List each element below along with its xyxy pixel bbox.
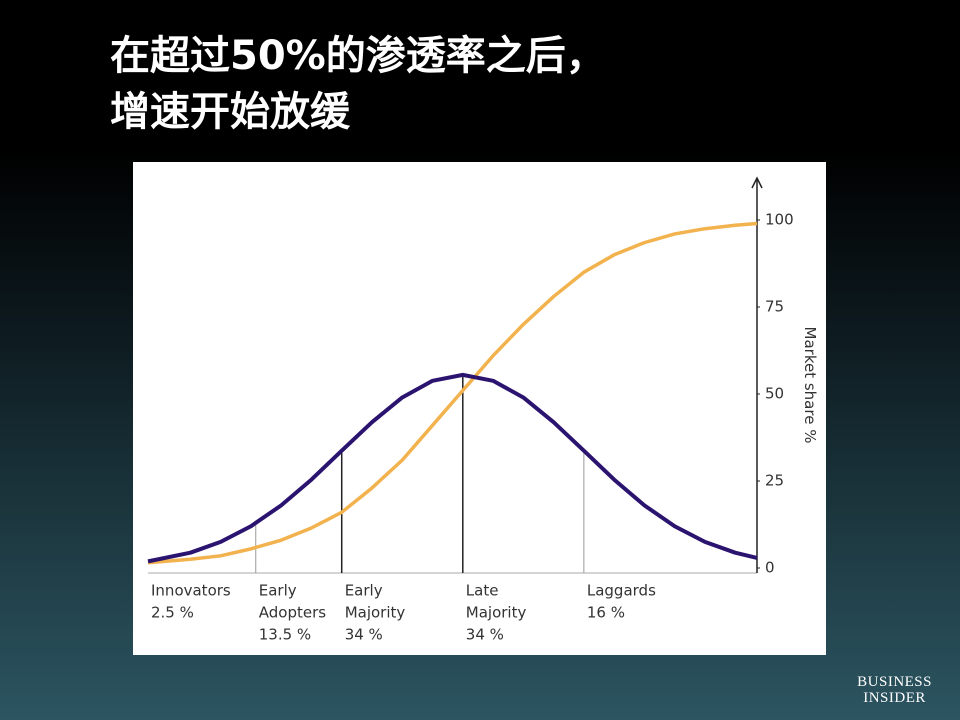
y-axis-label: Market share % bbox=[801, 327, 819, 444]
segment-share: 16 % bbox=[587, 604, 625, 622]
series-line bbox=[147, 221, 758, 565]
segment-share: 13.5 % bbox=[259, 626, 311, 644]
segment-name: Early bbox=[259, 582, 297, 600]
y-tick-label: 0 bbox=[765, 559, 775, 577]
segment-share: 34 % bbox=[466, 626, 504, 644]
y-tick-label: 75 bbox=[765, 298, 784, 316]
segment-share: 2.5 % bbox=[151, 604, 194, 622]
segment-name: Laggards bbox=[587, 582, 656, 600]
segment-name: Early bbox=[345, 582, 383, 600]
brand-line: BUSINESS bbox=[857, 674, 932, 690]
brand-logo: BUSINESS INSIDER bbox=[857, 674, 932, 706]
segment-name: Adopters bbox=[259, 604, 326, 622]
segment-share: 34 % bbox=[345, 626, 383, 644]
segment-name: Majority bbox=[466, 604, 527, 622]
brand-line: INSIDER bbox=[863, 690, 926, 706]
series-line bbox=[147, 372, 758, 564]
segment-name: Late bbox=[466, 582, 499, 600]
segment-name: Majority bbox=[345, 604, 406, 622]
y-tick-label: 50 bbox=[765, 385, 784, 403]
y-tick-label: 25 bbox=[765, 472, 784, 490]
segment-name: Innovators bbox=[151, 582, 231, 600]
y-tick-label: 100 bbox=[765, 211, 794, 229]
title-line: 增速开始放缓 bbox=[110, 89, 350, 135]
slide-title: 在超过50%的渗透率之后， 增速开始放缓 bbox=[110, 28, 606, 140]
axis-arrow bbox=[751, 176, 763, 189]
title-line: 在超过50%的渗透率之后， bbox=[110, 33, 606, 79]
